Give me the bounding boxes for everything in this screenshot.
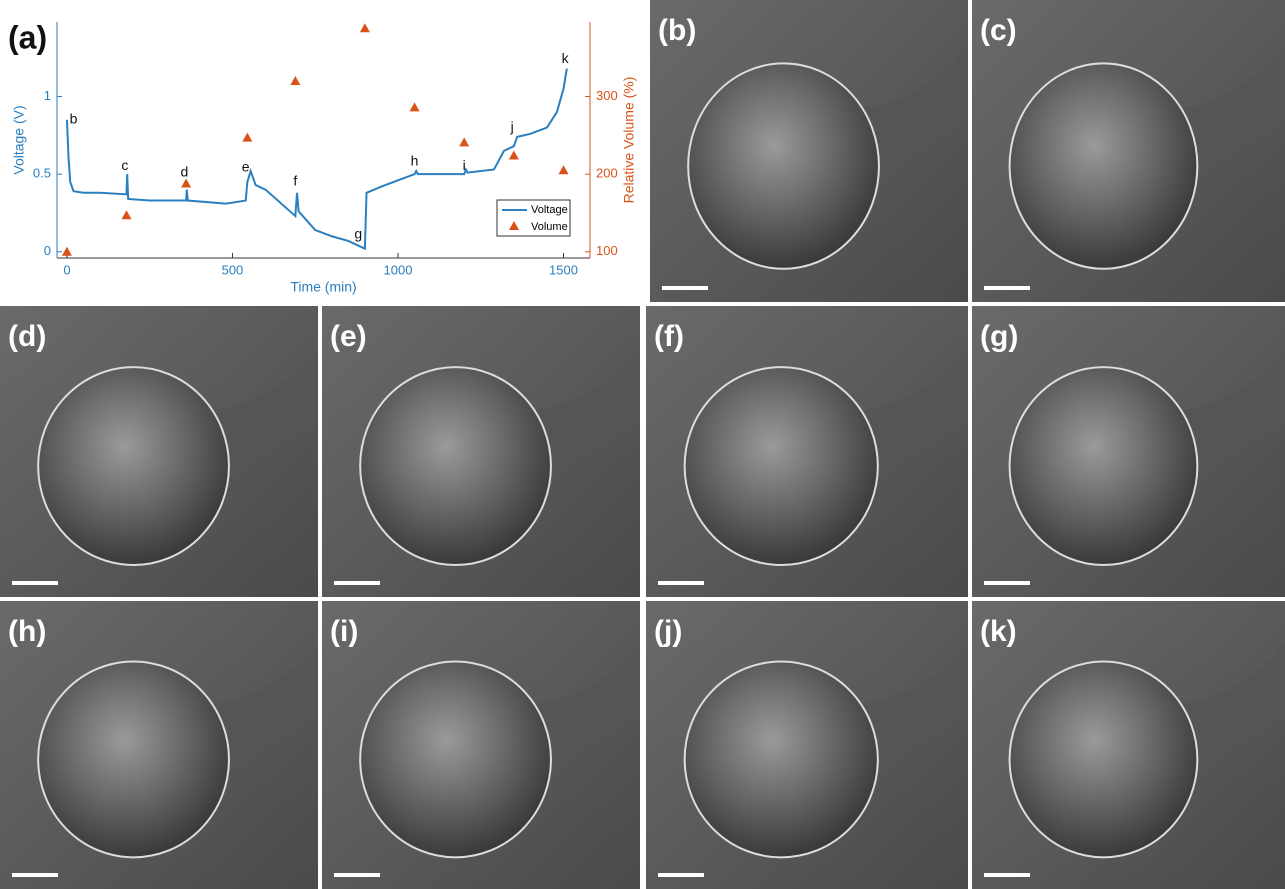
volume-marker (410, 102, 420, 111)
y2-tick-label: 300 (596, 88, 618, 103)
voltage-line (67, 69, 567, 249)
x-tick-label: 1000 (384, 262, 413, 277)
panel-label: (b) (658, 14, 696, 47)
y2-tick-label: 100 (596, 243, 618, 258)
annotation: i (463, 157, 466, 173)
y-tick-label: 1 (44, 88, 51, 103)
volume-marker (62, 247, 72, 256)
sample (1010, 367, 1198, 565)
y-tick-label: 0 (44, 243, 51, 258)
legend-label: Volume (531, 221, 568, 233)
y2-tick-label: 200 (596, 166, 618, 181)
sample (688, 63, 879, 268)
annotation: b (70, 111, 78, 127)
legend-label: Voltage (531, 204, 568, 216)
panel-label: (j) (654, 615, 682, 648)
volume-marker (459, 137, 469, 146)
volume-marker (509, 151, 519, 160)
panel-label: (i) (330, 615, 358, 648)
volume-marker (181, 178, 191, 187)
panel-label: (h) (8, 615, 46, 648)
annotation: j (510, 118, 514, 134)
sample (360, 367, 551, 565)
sample (38, 661, 229, 857)
panel-label: (e) (330, 320, 367, 353)
x-tick-label: 1500 (549, 262, 578, 277)
panel-label: (c) (980, 14, 1017, 47)
annotation: k (562, 50, 570, 66)
x-tick-label: 0 (63, 262, 70, 277)
y-axis-label: Voltage (V) (11, 105, 27, 174)
annotation: h (411, 152, 419, 168)
x-tick-label: 500 (222, 262, 244, 277)
sample (38, 367, 229, 565)
volume-marker (242, 133, 252, 142)
panel-label: (d) (8, 320, 46, 353)
volume-marker (559, 165, 569, 174)
sample (1010, 661, 1198, 857)
y-tick-label: 0.5 (33, 166, 51, 181)
x-axis-label: Time (min) (290, 279, 356, 295)
panel-label: (f) (654, 320, 684, 353)
annotation: e (242, 159, 250, 175)
panel-label: (a) (8, 19, 47, 55)
sample (685, 661, 878, 857)
sample (1010, 63, 1198, 268)
volume-marker (122, 210, 132, 219)
figure: (a) (b) (c) (d) (e) (f) (g) (h) (i) (j) (k) 0 500 1… (0, 0, 1285, 889)
sample (685, 367, 878, 565)
annotation: g (354, 225, 362, 241)
volume-marker (290, 76, 300, 85)
y2-axis-label: Relative Volume (%) (621, 77, 637, 204)
annotation: c (121, 157, 128, 173)
annotation: f (293, 173, 297, 189)
panel-label: (k) (980, 615, 1017, 648)
sample (360, 661, 551, 857)
volume-marker (360, 23, 370, 32)
panel-label: (g) (980, 320, 1018, 353)
annotation: d (181, 163, 189, 179)
